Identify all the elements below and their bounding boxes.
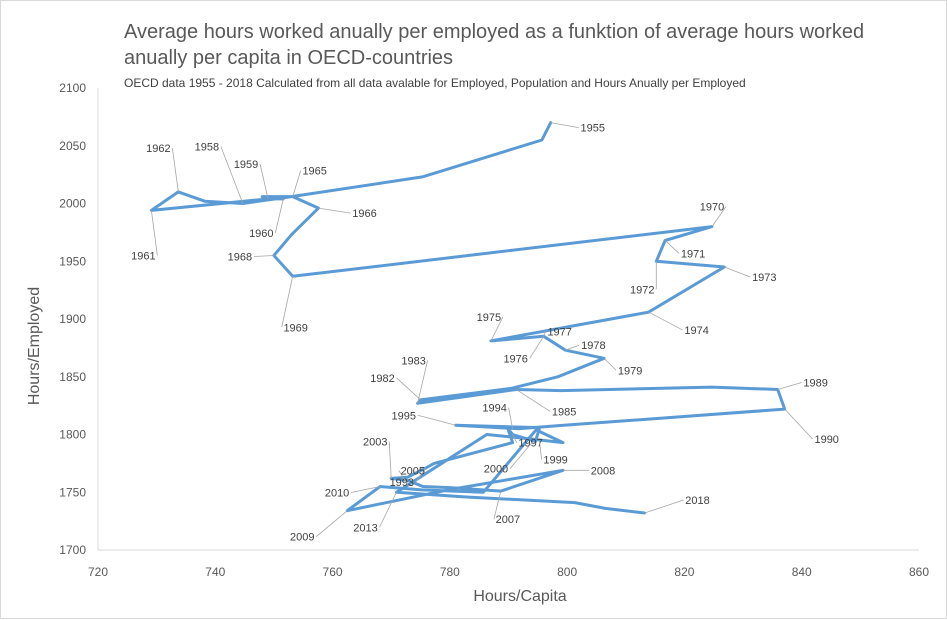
label-leader-line bbox=[784, 408, 814, 440]
series-line bbox=[149, 121, 787, 515]
label-leader-line bbox=[350, 486, 381, 493]
point-label-1975: 1975 bbox=[477, 312, 501, 324]
y-tick-label: 1700 bbox=[59, 543, 86, 557]
point-label-1994: 1994 bbox=[482, 403, 506, 415]
point-label-1993: 1993 bbox=[390, 477, 414, 489]
label-leader-line bbox=[318, 207, 351, 214]
point-label-1965: 1965 bbox=[302, 166, 326, 178]
point-label-2010: 2010 bbox=[325, 487, 349, 499]
x-tick-label: 800 bbox=[557, 565, 577, 579]
label-leader-line bbox=[274, 198, 284, 233]
label-leader-line bbox=[388, 441, 392, 479]
label-leader-line bbox=[417, 414, 456, 426]
point-label-2007: 2007 bbox=[496, 514, 520, 526]
point-label-1989: 1989 bbox=[803, 377, 827, 389]
point-label-1961: 1961 bbox=[131, 250, 155, 262]
label-leader-line bbox=[529, 336, 545, 359]
x-tick-label: 780 bbox=[440, 565, 460, 579]
point-label-1977: 1977 bbox=[547, 326, 571, 338]
y-tick-label: 1950 bbox=[59, 254, 86, 268]
label-leader-line bbox=[648, 311, 683, 331]
point-label-1959: 1959 bbox=[234, 159, 258, 171]
chart-subtitle: OECD data 1955 - 2018 Calculated from al… bbox=[124, 76, 746, 90]
point-label-1997: 1997 bbox=[518, 438, 542, 450]
x-tick-label: 820 bbox=[674, 565, 694, 579]
point-label-1958: 1958 bbox=[195, 142, 219, 154]
label-leader-line bbox=[603, 357, 617, 371]
point-label-1972: 1972 bbox=[630, 284, 654, 296]
label-leader-line bbox=[315, 510, 348, 538]
label-leader-line bbox=[539, 441, 542, 460]
label-leader-line bbox=[508, 407, 513, 429]
point-label-2013: 2013 bbox=[353, 522, 377, 534]
label-leader-line bbox=[664, 240, 680, 254]
x-tick-label: 860 bbox=[909, 565, 929, 579]
point-label-1976: 1976 bbox=[503, 353, 527, 365]
label-leader-line bbox=[281, 276, 294, 328]
point-label-2018: 2018 bbox=[685, 495, 709, 507]
y-tick-label: 1900 bbox=[59, 312, 86, 326]
point-label-1978: 1978 bbox=[581, 340, 605, 352]
point-label-1979: 1979 bbox=[618, 365, 642, 377]
label-leader-line bbox=[398, 470, 410, 487]
point-label-2000: 2000 bbox=[484, 464, 508, 476]
point-label-1970: 1970 bbox=[700, 202, 724, 214]
label-leader-line bbox=[259, 163, 269, 199]
point-label-1968: 1968 bbox=[228, 251, 252, 263]
x-tick-label: 760 bbox=[323, 565, 343, 579]
label-leader-line bbox=[777, 382, 802, 390]
label-leader-line bbox=[543, 331, 547, 337]
point-label-1973: 1973 bbox=[752, 272, 776, 284]
label-leader-line bbox=[711, 206, 727, 227]
x-axis-label: Hours/Capita bbox=[473, 588, 567, 605]
label-leader-line bbox=[220, 146, 244, 204]
point-label-1995: 1995 bbox=[391, 410, 415, 422]
point-label-1962: 1962 bbox=[146, 143, 170, 155]
point-label-1969: 1969 bbox=[283, 322, 307, 334]
y-tick-label: 1850 bbox=[59, 370, 86, 384]
label-leader-line bbox=[396, 377, 421, 401]
x-tick-label: 720 bbox=[88, 565, 108, 579]
label-leader-line bbox=[724, 266, 751, 278]
point-label-1982: 1982 bbox=[370, 373, 394, 385]
point-label-1985: 1985 bbox=[552, 406, 576, 418]
label-leader-line bbox=[379, 492, 397, 528]
label-leader-line bbox=[644, 499, 684, 514]
y-tick-label: 2050 bbox=[59, 139, 86, 153]
point-label-1966: 1966 bbox=[352, 208, 376, 220]
point-label-1960: 1960 bbox=[249, 228, 273, 240]
y-tick-label: 2100 bbox=[59, 81, 86, 95]
point-label-1955: 1955 bbox=[580, 123, 604, 135]
point-label-1983: 1983 bbox=[401, 355, 425, 367]
label-leader-line bbox=[292, 170, 302, 197]
point-label-1971: 1971 bbox=[681, 248, 705, 260]
label-leader-line bbox=[417, 360, 428, 404]
y-tick-label: 2000 bbox=[59, 197, 86, 211]
point-label-2003: 2003 bbox=[363, 436, 387, 448]
label-leader-line bbox=[512, 434, 517, 443]
label-leader-line bbox=[565, 344, 580, 351]
label-leader-line bbox=[150, 210, 158, 256]
label-leader-line bbox=[493, 490, 502, 520]
label-leader-line bbox=[415, 467, 427, 483]
point-label-2009: 2009 bbox=[290, 532, 314, 544]
point-label-1974: 1974 bbox=[684, 325, 708, 337]
label-leader-line bbox=[515, 389, 551, 412]
y-tick-label: 1750 bbox=[59, 485, 86, 499]
point-label-2005: 2005 bbox=[401, 465, 425, 477]
point-label-2008: 2008 bbox=[591, 465, 615, 477]
label-leader-line bbox=[509, 442, 533, 469]
label-leader-line bbox=[550, 122, 579, 129]
x-tick-label: 740 bbox=[205, 565, 225, 579]
label-leader-line bbox=[171, 147, 179, 193]
chart-title: Average hours worked anually per employe… bbox=[124, 21, 865, 69]
point-label-1990: 1990 bbox=[814, 434, 838, 446]
label-leader-line bbox=[490, 316, 504, 342]
label-leader-line bbox=[253, 255, 274, 257]
x-tick-label: 840 bbox=[792, 565, 812, 579]
point-label-1999: 1999 bbox=[543, 454, 567, 466]
y-tick-label: 1800 bbox=[59, 428, 86, 442]
